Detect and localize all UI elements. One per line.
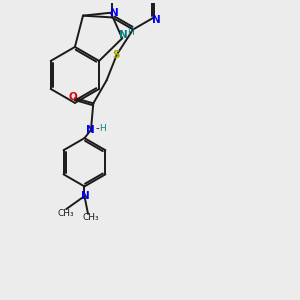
Text: CH₃: CH₃ <box>82 213 99 222</box>
Text: N: N <box>86 125 95 136</box>
Text: H: H <box>127 28 134 38</box>
Text: N: N <box>152 15 161 25</box>
Text: O: O <box>68 92 77 102</box>
Text: N: N <box>119 30 128 40</box>
Text: N: N <box>110 8 119 18</box>
Text: -: - <box>96 123 100 133</box>
Text: CH₃: CH₃ <box>57 209 74 218</box>
Text: N: N <box>81 191 89 201</box>
Text: H: H <box>99 124 106 133</box>
Text: S: S <box>112 50 120 60</box>
